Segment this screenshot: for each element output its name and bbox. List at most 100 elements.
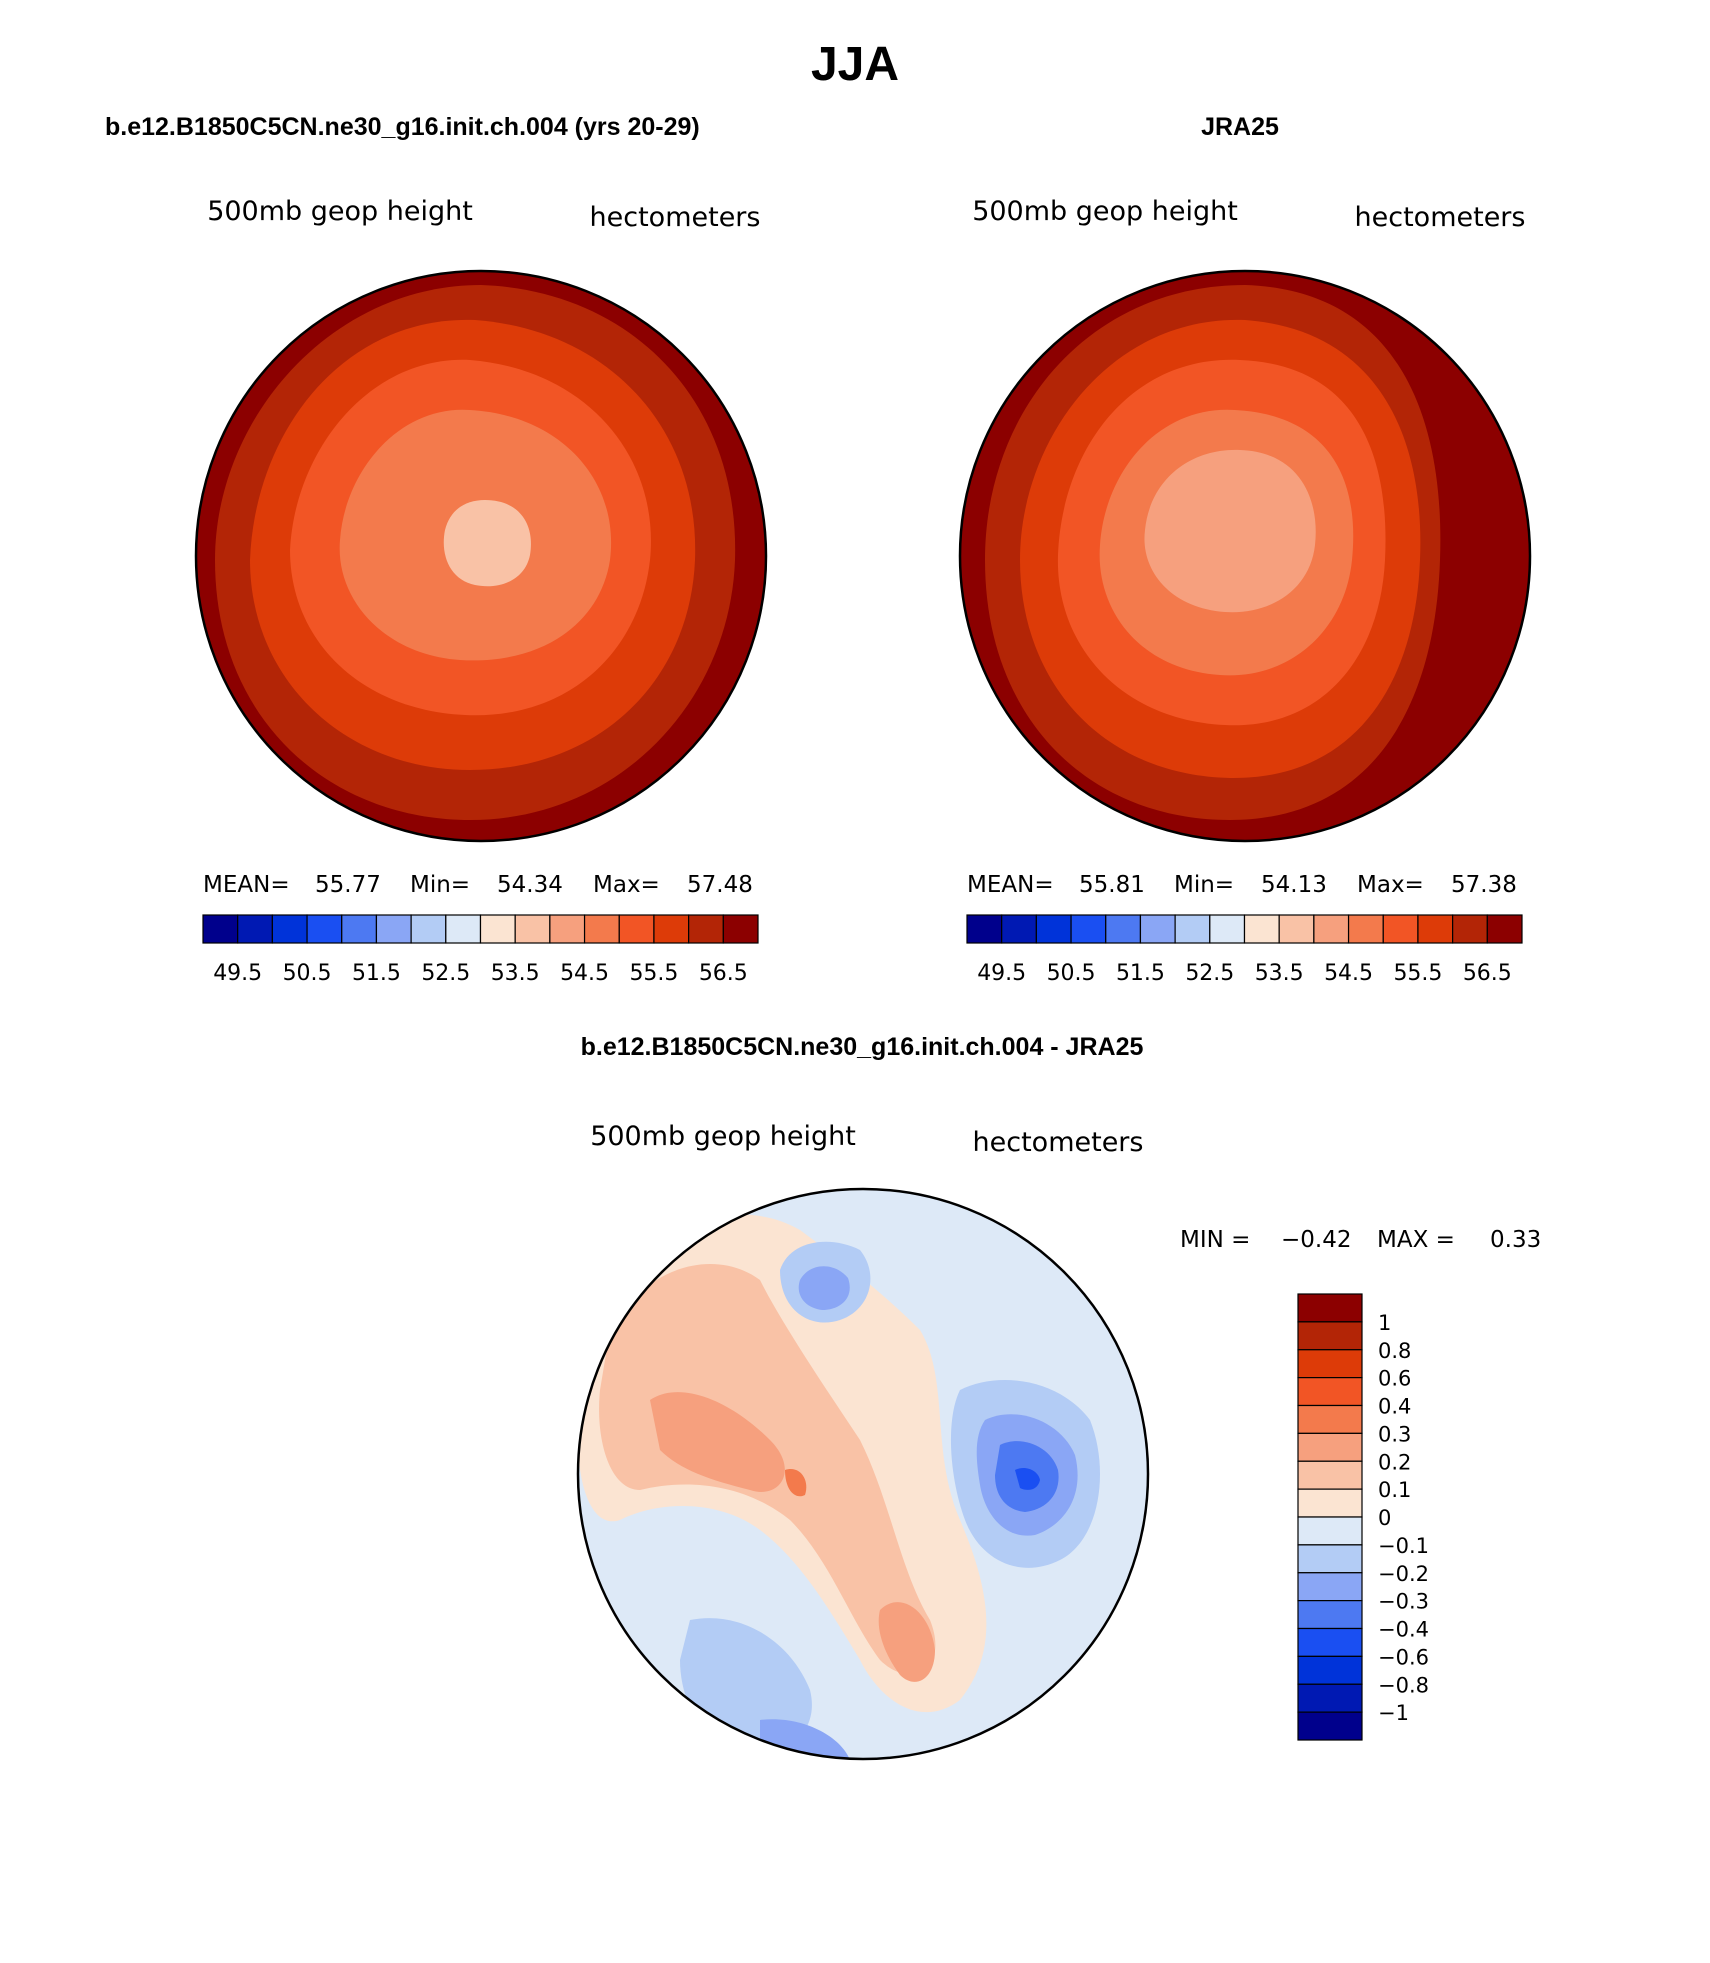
colorbar-swatch bbox=[1297, 1683, 1363, 1713]
colorbar-swatch bbox=[341, 914, 378, 944]
colorbar-tick-label: −0.8 bbox=[1378, 1673, 1429, 1697]
colorbar-swatch bbox=[1105, 914, 1142, 944]
colorbar-tick-label: 53.5 bbox=[1255, 961, 1304, 986]
colorbar-swatch bbox=[1417, 914, 1454, 944]
colorbar-tick-label: −0.3 bbox=[1378, 1590, 1429, 1614]
colorbar-tick-label: 51.5 bbox=[352, 961, 401, 986]
svg-text:MAX =: MAX = bbox=[1377, 1227, 1455, 1253]
colorbar-swatch bbox=[1243, 914, 1280, 944]
colorbar-swatch bbox=[1297, 1377, 1363, 1407]
panel-title-diff: b.e12.B1850C5CN.ne30_g16.init.ch.004 - J… bbox=[581, 1033, 1144, 1061]
colorbar-tick-label: 52.5 bbox=[421, 961, 470, 986]
colorbar-tick-label: 54.5 bbox=[1324, 961, 1373, 986]
colorbar-swatch bbox=[1297, 1321, 1363, 1351]
svg-text:MIN =: MIN = bbox=[1180, 1227, 1250, 1253]
panel-title-obs: JRA25 bbox=[1201, 113, 1279, 141]
colorbar-swatch bbox=[271, 914, 308, 944]
colorbar-swatch bbox=[1297, 1349, 1363, 1379]
svg-text:0.33: 0.33 bbox=[1490, 1227, 1541, 1253]
colorbar-tick-label: 0.4 bbox=[1378, 1395, 1411, 1419]
colorbar-tick-label: −0.2 bbox=[1378, 1562, 1429, 1586]
colorbar-tick-label: 49.5 bbox=[213, 961, 262, 986]
colorbar-tick-label: 52.5 bbox=[1185, 961, 1234, 986]
contour-field bbox=[196, 271, 766, 841]
colorbar-swatch bbox=[1297, 1516, 1363, 1546]
colorbar-tick-label: 50.5 bbox=[1047, 961, 1096, 986]
colorbar-swatch bbox=[1297, 1488, 1363, 1518]
colorbar-swatch bbox=[1313, 914, 1350, 944]
units-label: hectometers bbox=[590, 202, 761, 233]
colorbar-swatch bbox=[237, 914, 273, 944]
units-label: hectometers bbox=[1355, 202, 1526, 233]
colorbar-tick-label: 0.1 bbox=[1378, 1478, 1411, 1502]
colorbar-swatch bbox=[479, 914, 516, 944]
colorbar-tick-label: 51.5 bbox=[1116, 961, 1165, 986]
colorbar-swatch bbox=[410, 914, 447, 944]
colorbar-tick-label: 0.2 bbox=[1378, 1450, 1411, 1474]
colorbar-tick-label: 0.6 bbox=[1378, 1367, 1411, 1391]
colorbar-swatch bbox=[1139, 914, 1176, 944]
colorbar-tick-label: 54.5 bbox=[560, 961, 609, 986]
colorbar-swatch bbox=[1297, 1293, 1363, 1323]
contour-field bbox=[960, 271, 1530, 841]
colorbar-tick-label: 53.5 bbox=[491, 961, 540, 986]
variable-label: 500mb geop height bbox=[972, 196, 1238, 227]
stats-line: MEAN= 55.77 Min= 54.34 Max= 57.48 bbox=[203, 872, 753, 898]
map-boundary bbox=[576, 1187, 1150, 1761]
colorbar-swatch bbox=[1452, 914, 1488, 944]
colorbar-swatch bbox=[1486, 914, 1523, 944]
colorbar-swatch bbox=[1297, 1404, 1363, 1434]
svg-text:Max=: Max= bbox=[593, 872, 660, 898]
colorbar-swatch bbox=[1297, 1600, 1363, 1630]
variable-label: 500mb geop height bbox=[207, 196, 473, 227]
stats-line: MEAN= 55.81 Min= 54.13 Max= 57.38 bbox=[967, 872, 1517, 898]
colorbar-tick-label: 1 bbox=[1378, 1311, 1391, 1335]
svg-text:MEAN=: MEAN= bbox=[967, 872, 1054, 898]
svg-text:54.34: 54.34 bbox=[497, 872, 563, 898]
colorbar-tick-label: 0.3 bbox=[1378, 1422, 1411, 1446]
colorbar-swatch bbox=[202, 914, 239, 944]
svg-text:−0.42: −0.42 bbox=[1281, 1227, 1351, 1253]
colorbar-tick-label: 55.5 bbox=[1393, 961, 1442, 986]
colorbar-swatch bbox=[1297, 1572, 1363, 1602]
svg-text:54.13: 54.13 bbox=[1261, 872, 1327, 898]
map-panel-model: 500mb geop height hectometers MEAN= 55.7… bbox=[194, 196, 768, 986]
colorbar-swatch bbox=[583, 914, 620, 944]
colorbar-tick-label: 56.5 bbox=[699, 961, 748, 986]
colorbar-model: 49.5 50.5 51.5 52.5 53.5 54.5 55.5 56.5 bbox=[202, 914, 759, 986]
variable-label: 500mb geop height bbox=[590, 1121, 856, 1152]
stats-line: MIN = −0.42 MAX = 0.33 bbox=[1180, 1227, 1541, 1253]
colorbar-tick-label: 56.5 bbox=[1463, 961, 1512, 986]
map-panel-diff: 500mb geop height hectometers MIN = bbox=[576, 1121, 1541, 1761]
colorbar-swatch bbox=[618, 914, 655, 944]
contour-field bbox=[578, 1189, 1148, 1759]
colorbar-swatch bbox=[1174, 914, 1211, 944]
colorbar-swatch bbox=[653, 914, 690, 944]
map-panel-obs: 500mb geop height hectometers MEAN= 55.8… bbox=[958, 196, 1532, 986]
map-boundary bbox=[958, 269, 1532, 843]
colorbar-swatch bbox=[1209, 914, 1246, 944]
map-boundary bbox=[194, 269, 768, 843]
svg-text:57.38: 57.38 bbox=[1451, 872, 1517, 898]
colorbar-swatch bbox=[1001, 914, 1037, 944]
colorbar-swatch bbox=[1347, 914, 1384, 944]
colorbar-swatch bbox=[1297, 1544, 1363, 1574]
colorbar-tick-label: 55.5 bbox=[629, 961, 678, 986]
colorbar-swatch bbox=[1297, 1432, 1363, 1462]
colorbar-swatch bbox=[375, 914, 412, 944]
svg-text:55.81: 55.81 bbox=[1079, 872, 1145, 898]
svg-text:55.77: 55.77 bbox=[315, 872, 381, 898]
colorbar-swatch bbox=[688, 914, 724, 944]
colorbar-swatch bbox=[1278, 914, 1315, 944]
colorbar-swatch bbox=[445, 914, 482, 944]
colorbar-obs: 49.5 50.5 51.5 52.5 53.5 54.5 55.5 56.5 bbox=[966, 914, 1523, 986]
colorbar-tick-label: 50.5 bbox=[283, 961, 332, 986]
colorbar-swatch bbox=[1297, 1460, 1363, 1490]
colorbar-swatch bbox=[1297, 1655, 1363, 1685]
svg-text:57.48: 57.48 bbox=[687, 872, 753, 898]
colorbar-tick-label: 0.8 bbox=[1378, 1339, 1411, 1363]
panel-title-model: b.e12.B1850C5CN.ne30_g16.init.ch.004 (yr… bbox=[105, 113, 700, 141]
svg-text:MEAN=: MEAN= bbox=[203, 872, 290, 898]
units-label: hectometers bbox=[973, 1127, 1144, 1158]
